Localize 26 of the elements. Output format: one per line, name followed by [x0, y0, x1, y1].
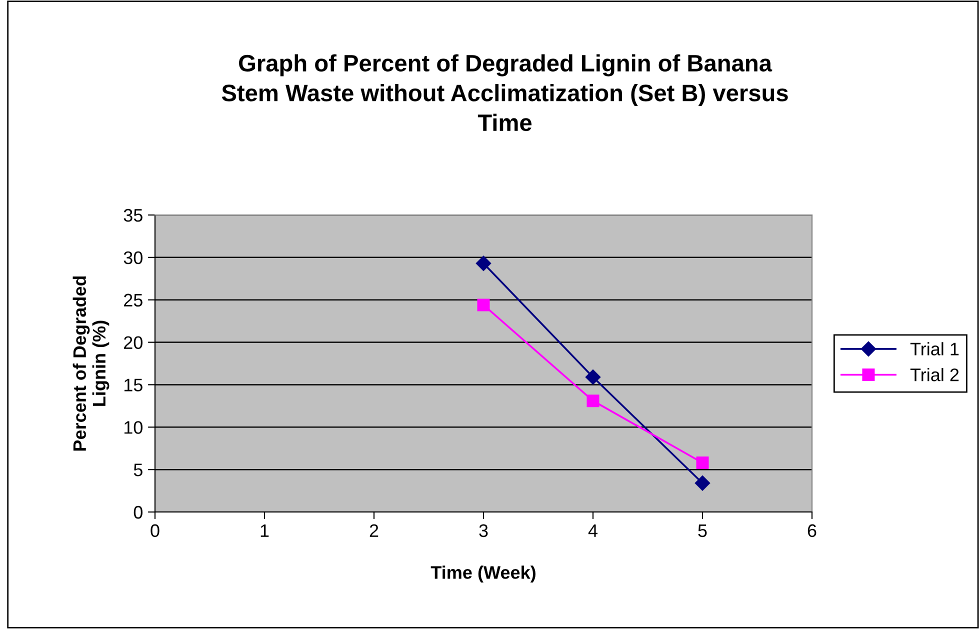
- x-axis-title: Time (Week): [430, 566, 536, 582]
- y-tick-label: 0: [134, 506, 142, 519]
- x-tick-label: 1: [260, 524, 269, 537]
- point: [694, 476, 710, 491]
- y-tick-label: 30: [124, 251, 142, 264]
- y-tick-label: 10: [124, 421, 142, 434]
- x-tick-label: 2: [370, 524, 378, 537]
- y-tick-label: 20: [124, 336, 142, 350]
- x-tick-label: 6: [808, 524, 816, 538]
- y-tick-label: 5: [134, 464, 142, 476]
- point: [477, 298, 490, 312]
- x-tick-label: 4: [588, 524, 598, 537]
- point: [696, 456, 709, 470]
- legend-label: Trial 2: [910, 368, 959, 382]
- y-tick-label: 35: [124, 208, 142, 222]
- point: [586, 394, 600, 408]
- x-tick-label: 0: [150, 524, 160, 538]
- y-tick-label: 25: [124, 294, 142, 307]
- y-tick-label: 15: [124, 378, 142, 392]
- legend-label: Trial 1: [910, 342, 959, 356]
- y-axis-title: Percent of Degraded Lignin (%): [72, 276, 110, 451]
- chart-title: Graph of Percent of Degraded Lignin of Banana Stem Waste without Acclimatization (Set B) versus Time: [222, 54, 788, 132]
- x-tick-label: 3: [479, 524, 488, 538]
- point: [476, 256, 492, 271]
- x-tick-label: 5: [698, 524, 707, 538]
- point: [585, 370, 601, 385]
